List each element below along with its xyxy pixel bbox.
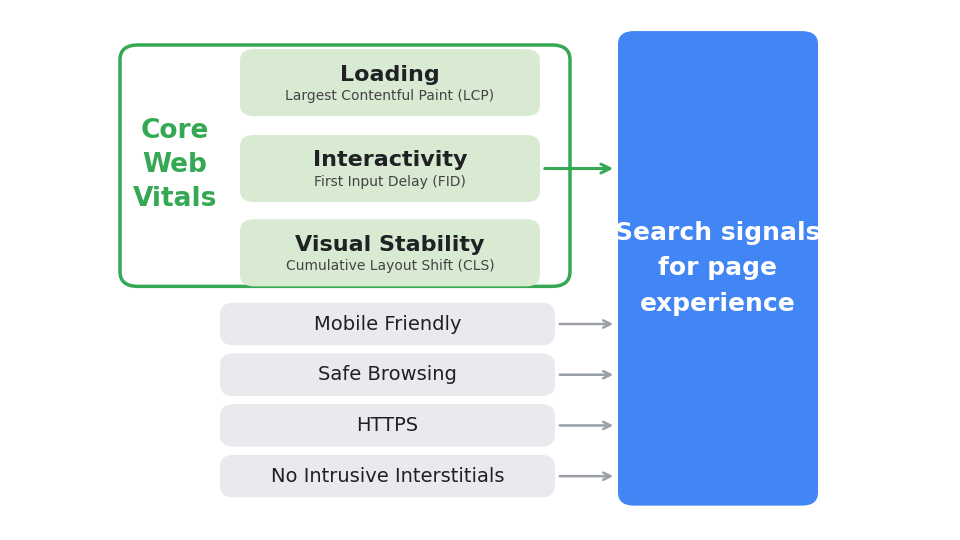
- FancyBboxPatch shape: [220, 354, 555, 396]
- FancyBboxPatch shape: [240, 219, 540, 286]
- Text: Interactivity: Interactivity: [313, 151, 468, 171]
- Text: First Input Delay (FID): First Input Delay (FID): [314, 175, 466, 189]
- Text: Visual Stability: Visual Stability: [296, 235, 485, 255]
- Text: Mobile Friendly: Mobile Friendly: [314, 314, 461, 334]
- FancyBboxPatch shape: [220, 455, 555, 497]
- FancyBboxPatch shape: [618, 31, 818, 505]
- FancyBboxPatch shape: [120, 45, 570, 286]
- FancyBboxPatch shape: [240, 135, 540, 202]
- Text: HTTPS: HTTPS: [356, 416, 419, 435]
- Text: No Intrusive Interstitials: No Intrusive Interstitials: [271, 467, 504, 485]
- Text: Core
Web
Vitals: Core Web Vitals: [132, 118, 217, 212]
- Text: Cumulative Layout Shift (CLS): Cumulative Layout Shift (CLS): [286, 259, 494, 273]
- Text: Search signals
for page
experience: Search signals for page experience: [615, 221, 821, 316]
- Text: Loading: Loading: [340, 65, 440, 85]
- FancyBboxPatch shape: [220, 303, 555, 345]
- Text: Safe Browsing: Safe Browsing: [318, 365, 457, 384]
- FancyBboxPatch shape: [220, 404, 555, 447]
- FancyBboxPatch shape: [240, 49, 540, 116]
- Text: Largest Contentful Paint (LCP): Largest Contentful Paint (LCP): [285, 89, 494, 103]
